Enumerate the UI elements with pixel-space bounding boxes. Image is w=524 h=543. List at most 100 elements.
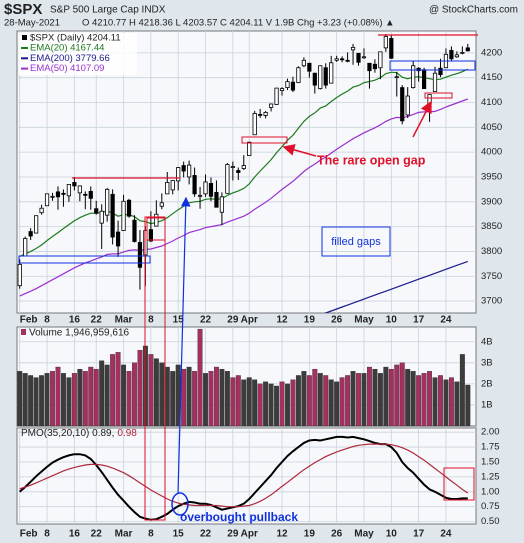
volume-bar xyxy=(197,328,203,427)
candle-body xyxy=(361,56,367,59)
candle-body xyxy=(301,59,306,67)
candle-body xyxy=(263,112,268,116)
volume-bar xyxy=(93,368,99,427)
volume-bar xyxy=(399,362,405,427)
y-tick-label: 4050 xyxy=(481,122,502,133)
volume-bar xyxy=(213,366,219,427)
volume-bar xyxy=(208,371,214,427)
y-tick-label: 4000 xyxy=(481,147,502,158)
candle-body xyxy=(61,192,66,195)
volume-bar xyxy=(241,379,247,427)
candle-body xyxy=(279,88,285,91)
x-tick-label: 15 xyxy=(173,529,185,540)
candle-body xyxy=(290,81,296,91)
volume-bar xyxy=(104,364,110,427)
quote: O 4210.77 H 4218.36 L 4203.57 C 4204.11 … xyxy=(82,18,395,29)
y-tick-label: 3900 xyxy=(481,196,502,207)
circle xyxy=(171,492,189,516)
volume-bar xyxy=(28,375,34,427)
candle-body xyxy=(241,165,246,169)
volume-bar xyxy=(224,371,230,427)
y-tick-label: 3850 xyxy=(481,221,502,232)
volume-bar xyxy=(153,358,159,427)
x-tick-label: 16 xyxy=(69,315,81,326)
ema-line xyxy=(323,260,469,313)
volume-bar xyxy=(279,381,285,427)
x-tick-label: Apr xyxy=(241,529,258,540)
candle-body xyxy=(77,185,82,194)
candle-body xyxy=(17,263,22,287)
candle-body xyxy=(230,166,235,168)
y-tick-label: 1.50 xyxy=(481,457,500,468)
volume-bar xyxy=(132,362,137,427)
x-tick-label: 22 xyxy=(91,315,103,326)
volume-bar xyxy=(366,366,372,427)
candle-body xyxy=(258,114,263,116)
candle-body xyxy=(126,199,132,217)
candle-body xyxy=(345,59,350,62)
volume-bar xyxy=(410,371,416,427)
volume-bar xyxy=(285,383,290,427)
volume-bar xyxy=(235,375,241,427)
legend-label: PMO(35,20,10) 0.89, 0.98 xyxy=(21,428,137,439)
candle-body xyxy=(170,180,175,191)
candle-body xyxy=(449,49,454,60)
y-tick-label: 2B xyxy=(481,378,493,389)
x-tick-label: 12 xyxy=(276,315,288,326)
volume-bar xyxy=(459,354,465,427)
volume-bar xyxy=(372,368,378,427)
candle-body xyxy=(438,67,443,76)
security-name: S&P 500 Large Cap INDX xyxy=(50,5,166,16)
candle-body xyxy=(252,113,257,136)
volume-bar xyxy=(427,371,433,427)
x-tick-label: 26 xyxy=(331,315,343,326)
annotation: filled gaps xyxy=(331,236,381,248)
candle-body xyxy=(454,54,459,58)
y-tick-label: 4B xyxy=(481,336,493,347)
candle-body xyxy=(159,202,164,207)
annotation: The rare open gap xyxy=(317,153,426,167)
candle-body xyxy=(296,67,301,84)
candle-body xyxy=(203,181,208,195)
y-tick-label: 3B xyxy=(481,357,493,368)
candle-body xyxy=(236,170,241,173)
y-tick-label: 1B xyxy=(481,399,493,410)
annotation: overbought pullback xyxy=(180,510,298,524)
volume-bar xyxy=(126,371,132,427)
ema-line xyxy=(19,98,469,297)
volume-bar xyxy=(186,366,192,427)
x-tick-label: 15 xyxy=(173,315,185,326)
candle-body xyxy=(99,210,104,224)
x-tick-label: 24 xyxy=(440,315,452,326)
volume-bar xyxy=(334,381,340,427)
volume-bar xyxy=(312,368,318,427)
volume-bar xyxy=(110,354,116,427)
candle-body xyxy=(176,167,181,182)
x-tick-label: 29 xyxy=(227,315,239,326)
volume-panel xyxy=(16,326,477,427)
candle-body xyxy=(132,219,137,242)
candle-body xyxy=(137,242,143,268)
candle-body xyxy=(55,191,61,198)
candle-body xyxy=(274,87,279,105)
volume-bar xyxy=(82,371,88,427)
volume-bar xyxy=(345,375,351,427)
candle-body xyxy=(367,62,372,72)
volume-bar xyxy=(137,350,143,427)
candle-body xyxy=(105,188,110,216)
volume-bar xyxy=(356,373,361,427)
candle-body xyxy=(318,65,323,89)
legend-label: EMA(50) 4107.09 xyxy=(30,63,104,74)
volume-bar xyxy=(164,366,170,427)
candle-body xyxy=(154,213,159,227)
volume-bar xyxy=(405,368,411,427)
volume-bar xyxy=(306,375,312,427)
candle-body xyxy=(356,52,361,63)
candle-body xyxy=(323,67,328,86)
volume-bar xyxy=(55,366,61,427)
gap-box xyxy=(424,92,453,99)
y-tick-label: 4100 xyxy=(481,97,502,108)
candle-body xyxy=(389,38,394,59)
volume-bar xyxy=(274,385,280,427)
candle-body xyxy=(334,58,339,61)
